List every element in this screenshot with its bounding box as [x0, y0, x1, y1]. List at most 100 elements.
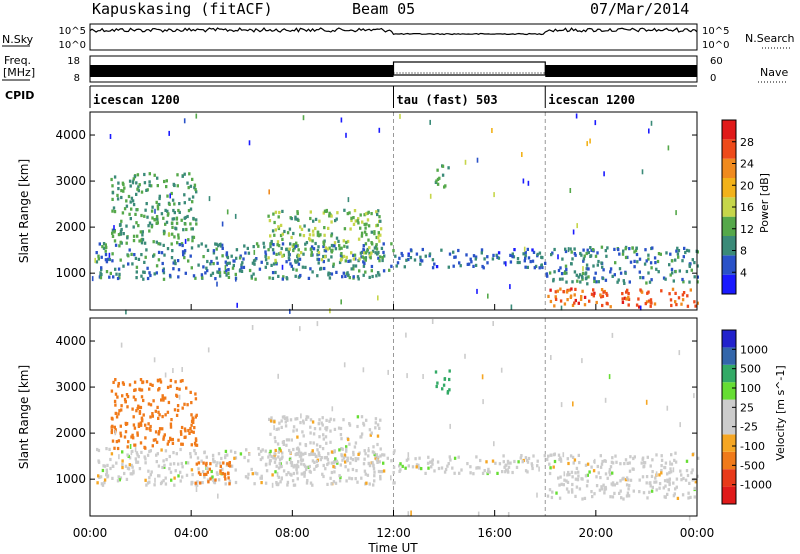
echo-cell: [277, 226, 281, 231]
echo-cell: [226, 209, 229, 215]
echo-cell: [586, 267, 590, 271]
echo-cell: [304, 265, 307, 269]
echo-cell: [135, 276, 138, 280]
echo-cell: [158, 387, 161, 391]
echo-cell: [571, 490, 574, 494]
echo-cell: [638, 490, 641, 494]
echo-cell: [573, 458, 577, 462]
echo-cell: [377, 232, 381, 236]
echo-cell: [577, 453, 580, 457]
echo-cell: [171, 198, 175, 202]
echo-cell: [272, 251, 276, 255]
echo-cell: [332, 264, 335, 268]
echo-cell: [181, 442, 184, 446]
echo-cell: [157, 464, 161, 468]
echo-cell: [536, 464, 539, 468]
echo-cell: [594, 120, 597, 126]
echo-cell: [280, 425, 283, 429]
echo-cell: [538, 251, 542, 255]
echo-cell: [312, 233, 315, 237]
echo-cell: [283, 229, 286, 234]
echo-cell: [629, 478, 633, 482]
echo-cell: [475, 455, 478, 459]
echo-cell: [111, 476, 114, 480]
echo-cell: [149, 415, 152, 419]
echo-cell: [151, 444, 154, 448]
echo-cell: [122, 189, 125, 193]
echo-cell: [559, 299, 563, 303]
echo-cell: [309, 470, 312, 474]
echo-cell: [324, 249, 328, 253]
echo-cell: [407, 253, 410, 257]
echo-cell: [492, 253, 495, 257]
echo-cell: [233, 456, 236, 460]
echo-cell: [313, 427, 317, 431]
echo-cell: [566, 473, 569, 477]
echo-cell: [302, 252, 305, 256]
echo-cell: [275, 482, 279, 487]
echo-cell: [493, 441, 495, 447]
echo-cell: [121, 466, 124, 470]
echo-cell: [184, 435, 187, 439]
echo-cell: [330, 232, 334, 236]
echo-cell: [290, 264, 293, 268]
echo-cell: [125, 393, 129, 397]
echo-cell: [130, 196, 134, 200]
echo-cell: [184, 238, 187, 244]
echo-cell: [563, 471, 566, 477]
echo-cell: [561, 257, 564, 261]
echo-cell: [529, 260, 532, 264]
echo-cell: [526, 460, 530, 464]
echo-cell: [603, 488, 606, 492]
echo-cell: [548, 471, 552, 476]
echo-cell: [284, 420, 287, 424]
echo-cell: [486, 471, 489, 476]
echo-cell: [594, 254, 598, 258]
echo-cell: [438, 176, 441, 180]
echo-cell: [215, 242, 218, 246]
echo-cell: [136, 234, 139, 238]
echo-cell: [448, 252, 452, 256]
echo-cell: [458, 471, 461, 475]
echo-cell: [125, 422, 129, 426]
echo-cell: [330, 243, 334, 248]
echo-cell: [272, 456, 275, 460]
echo-cell: [433, 262, 436, 266]
echo-cell: [216, 261, 219, 265]
echo-cell: [164, 482, 168, 486]
echo-cell: [375, 224, 378, 228]
echo-cell: [154, 430, 158, 434]
echo-cell: [199, 472, 202, 476]
echo-cell: [132, 177, 135, 181]
echo-cell: [214, 242, 217, 246]
echo-cell: [178, 210, 181, 214]
echo-cell: [674, 269, 677, 274]
noise-right-tick-top: 10^5: [702, 26, 729, 37]
echo-cell: [193, 186, 196, 190]
echo-cell: [217, 244, 220, 248]
echo-cell: [693, 495, 696, 499]
echo-cell: [262, 241, 265, 245]
echo-cell: [277, 215, 280, 219]
echo-cell: [476, 157, 479, 163]
power-colorbar-label: Power [dB]: [758, 173, 771, 233]
echo-cell: [376, 252, 379, 256]
echo-cell: [163, 253, 166, 257]
echo-cell: [178, 387, 181, 391]
echo-cell: [338, 474, 341, 478]
echo-cell: [173, 476, 176, 480]
echo-cell: [290, 235, 293, 240]
y-tick-label: 4000: [55, 334, 86, 348]
echo-cell: [635, 246, 638, 250]
echo-cell: [488, 470, 491, 474]
echo-cell: [181, 379, 184, 383]
echo-cell: [123, 397, 127, 402]
echo-cell: [344, 274, 347, 278]
echo-cell: [621, 292, 624, 296]
echo-cell: [617, 247, 620, 252]
echo-cell: [183, 201, 186, 205]
echo-cell: [261, 448, 264, 452]
echo-cell: [549, 299, 553, 304]
echo-cell: [317, 422, 320, 426]
echo-cell: [407, 511, 410, 517]
